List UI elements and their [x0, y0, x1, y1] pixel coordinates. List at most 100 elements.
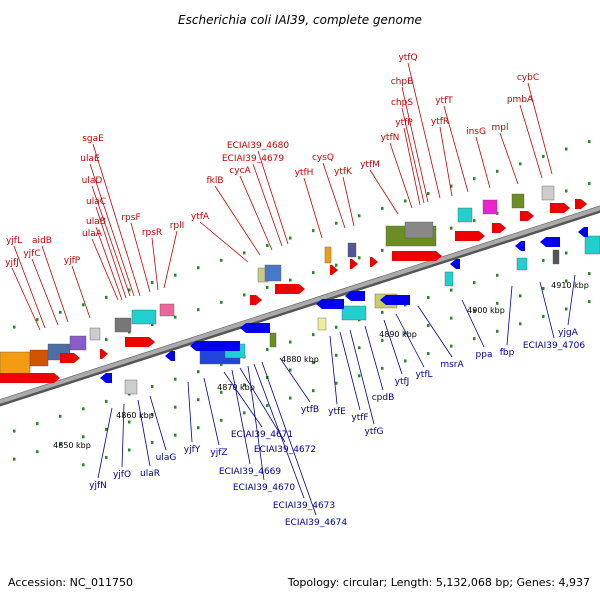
reverse-gene-label: ytfJ [395, 377, 410, 387]
leader-line [231, 369, 251, 465]
reverse-gene-label: ECIAI39_4669 [219, 467, 282, 477]
leader-line [11, 267, 41, 331]
feature-block [457, 207, 473, 223]
leader-line [461, 299, 485, 348]
forward-gene-label: mpl [492, 123, 509, 133]
tick-mark [335, 353, 338, 357]
leader-line [369, 169, 399, 215]
backbone-core [0, 206, 600, 404]
tick-mark [450, 316, 453, 320]
leader-line [261, 361, 317, 516]
forward-arrow [350, 259, 358, 269]
leader-line [439, 126, 453, 197]
forward-arrow [250, 295, 262, 305]
tick-mark [588, 300, 591, 304]
tick-mark [473, 219, 476, 223]
feature-block [0, 351, 31, 375]
tick-mark [151, 281, 154, 285]
leader-line [475, 136, 491, 189]
forward-arrow [330, 265, 338, 275]
forward-gene-label: chpS [391, 98, 413, 108]
reverse-gene-label: ulaR [140, 469, 160, 479]
forward-gene-label: insG [466, 127, 486, 137]
tick-mark [174, 405, 177, 409]
tick-mark [473, 281, 476, 285]
leader-line [403, 127, 421, 206]
leader-line [342, 176, 355, 227]
forward-arrow [492, 223, 506, 233]
forward-gene-label: ytfA [191, 212, 210, 222]
forward-arrow [370, 257, 378, 267]
tick-mark [59, 414, 62, 418]
feature-block [347, 242, 357, 258]
tick-mark [496, 329, 499, 333]
tick-mark [450, 226, 453, 230]
tick-mark [588, 140, 591, 144]
leader-line [499, 132, 519, 185]
reverse-arrow [515, 241, 525, 251]
tick-mark [312, 271, 315, 275]
tick-mark [220, 258, 223, 262]
forward-gene-label: ulaA [82, 229, 103, 239]
tick-mark [358, 346, 361, 350]
feature-block [511, 193, 525, 209]
tick-mark [128, 420, 131, 424]
feature-block [114, 317, 132, 333]
tick-mark [243, 411, 246, 415]
leader-line [187, 381, 193, 443]
tick-mark [335, 325, 338, 329]
forward-gene-label: ytfH [295, 168, 314, 178]
feature-block [516, 257, 528, 271]
tick-mark [220, 300, 223, 304]
tick-mark [473, 309, 476, 313]
leader-line [506, 285, 513, 346]
leader-line [303, 177, 323, 239]
leader-line [279, 357, 311, 403]
leader-line [567, 274, 576, 326]
tick-mark [36, 318, 39, 322]
leader-line [383, 319, 403, 375]
tick-mark [496, 273, 499, 277]
feature-block [324, 246, 332, 264]
tick-mark [496, 169, 499, 173]
forward-gene-label: fklB [206, 176, 223, 186]
reverse-arrow [316, 299, 344, 309]
tick-mark [312, 361, 315, 365]
tick-mark [59, 442, 62, 446]
leader-line [121, 403, 125, 468]
tick-mark [13, 429, 16, 433]
reverse-gene-label: ulaG [156, 453, 177, 463]
tick-mark [588, 272, 591, 276]
kbp-label: 4910 kbp [551, 281, 589, 290]
leader-line [95, 206, 127, 299]
kbp-label: 4880 kbp [281, 355, 319, 364]
forward-arrow [60, 353, 80, 363]
reverse-gene-label: yjfZ [210, 448, 227, 458]
feature-block [552, 249, 560, 265]
tick-mark [197, 308, 200, 312]
feature-block [444, 271, 454, 287]
leader-line [443, 105, 469, 193]
tick-mark [358, 374, 361, 378]
leader-line [401, 107, 425, 204]
tick-mark [519, 294, 522, 298]
tick-mark [36, 450, 39, 454]
leader-line [247, 365, 265, 481]
reverse-gene-label: ECIAI39_4673 [273, 501, 335, 511]
reverse-gene-label: msrA [440, 360, 464, 370]
forward-gene-label: ytfT [435, 96, 453, 106]
accession-text: Accession: NC_011750 [8, 576, 133, 589]
leader-line [239, 367, 286, 443]
leader-line [92, 143, 141, 297]
tick-mark [266, 403, 269, 407]
feature-block [89, 327, 101, 341]
leader-line [91, 238, 119, 301]
reverse-gene-label: fbp [500, 348, 515, 358]
forward-gene-label: rpsF [121, 213, 140, 223]
tick-mark [542, 314, 545, 318]
leader-line [349, 329, 375, 425]
tick-mark [519, 322, 522, 326]
reverse-gene-label: yjfO [113, 470, 131, 480]
feature-block [584, 235, 600, 255]
